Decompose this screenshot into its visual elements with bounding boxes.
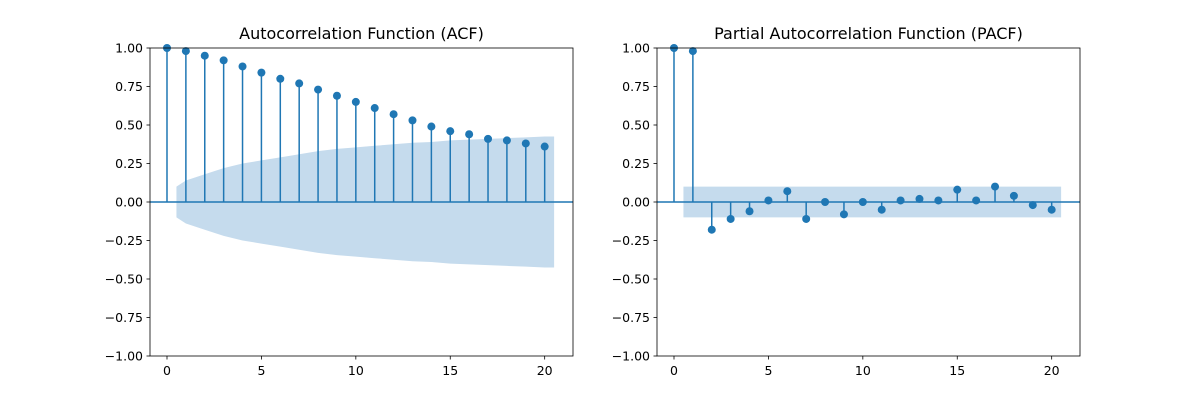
acf-ytick-label: −0.50 (105, 272, 143, 287)
pacf-title: Partial Autocorrelation Function (PACF) (714, 24, 1023, 43)
acf-ytick-label: −0.75 (105, 310, 143, 325)
acf-marker-lag-8 (314, 85, 323, 94)
pacf-ytick-label: 0.75 (622, 79, 650, 94)
pacf-marker-lag-17 (991, 182, 1000, 191)
pacf-ytick-label: −0.75 (612, 310, 650, 325)
pacf-ytick-label: 0.00 (622, 195, 650, 210)
acf-marker-lag-13 (408, 116, 417, 125)
acf-marker-lag-19 (521, 139, 530, 148)
acf-marker-lag-4 (238, 62, 247, 71)
pacf-marker-lag-8 (821, 198, 830, 206)
acf-marker-lag-2 (200, 51, 209, 60)
pacf-marker-lag-20 (1047, 205, 1056, 214)
pacf-xtick-label: 0 (670, 363, 678, 378)
acf-y-axis: 1.00 0.75 0.50 0.25 0.00 −0.25 −0.50 −0.75 −1.00 (105, 41, 150, 364)
acf-marker-lag-18 (502, 136, 511, 145)
pacf-marker-lag-12 (896, 196, 905, 205)
pacf-stems (669, 44, 1056, 234)
acf-ytick-label: 0.00 (115, 195, 143, 210)
pacf-marker-lag-5 (764, 196, 773, 205)
pacf-marker-lag-3 (726, 214, 735, 223)
acf-marker-lag-11 (370, 104, 379, 113)
acf-marker-lag-5 (257, 68, 266, 77)
acf-xtick-label: 15 (442, 363, 458, 378)
pacf-marker-lag-11 (877, 205, 886, 214)
pacf-ytick-label: −1.00 (612, 349, 650, 364)
pacf-y-axis: 1.00 0.75 0.50 0.25 0.00 −0.25 −0.50 −0.75 −1.00 (612, 41, 657, 364)
pacf-marker-lag-2 (707, 225, 716, 234)
acf-marker-lag-3 (219, 56, 228, 65)
pacf-marker-lag-1 (688, 47, 697, 56)
pacf-marker-lag-14 (934, 196, 943, 205)
pacf-marker-lag-19 (1028, 201, 1037, 210)
acf-marker-lag-20 (540, 142, 549, 151)
acf-ytick-label: 0.50 (115, 118, 143, 133)
acf-marker-lag-16 (465, 130, 474, 139)
pacf-marker-lag-15 (953, 185, 962, 194)
pacf-ytick-label: 1.00 (622, 41, 650, 56)
pacf-xtick-label: 20 (1044, 363, 1060, 378)
acf-marker-lag-14 (427, 122, 436, 131)
acf-ytick-label: −1.00 (105, 349, 143, 364)
acf-xtick-label: 5 (257, 363, 265, 378)
acf-ytick-label: 0.75 (115, 79, 143, 94)
acf-marker-lag-10 (351, 97, 360, 106)
pacf-xtick-label: 15 (949, 363, 965, 378)
pacf-ytick-label: 0.25 (622, 156, 650, 171)
acf-marker-lag-7 (295, 79, 304, 88)
acf-x-axis: 0 5 10 15 20 (163, 356, 553, 378)
pacf-x-axis: 0 5 10 15 20 (670, 356, 1060, 378)
pacf-ytick-label: −0.25 (612, 233, 650, 248)
acf-xtick-label: 10 (348, 363, 364, 378)
pacf-marker-lag-7 (802, 214, 811, 223)
acf-marker-lag-15 (446, 127, 455, 136)
acf-marker-lag-17 (484, 134, 493, 143)
pacf-ytick-label: −0.50 (612, 272, 650, 287)
acf-xtick-label: 0 (163, 363, 171, 378)
acf-marker-lag-12 (389, 110, 398, 119)
pacf-marker-lag-6 (783, 187, 792, 196)
pacf-marker-lag-9 (839, 210, 848, 219)
pacf-xtick-label: 10 (855, 363, 871, 378)
pacf-marker-lag-18 (1009, 191, 1018, 200)
acf-plot: Autocorrelation Function (ACF) 0 5 10 15 20 … (105, 24, 574, 378)
pacf-plot: Partial Autocorrelation Function (PACF) … (612, 24, 1081, 378)
acf-marker-lag-6 (276, 74, 285, 83)
acf-stems (162, 44, 549, 202)
pacf-marker-lag-16 (972, 196, 981, 205)
acf-marker-lag-1 (181, 47, 190, 56)
acf-title: Autocorrelation Function (ACF) (239, 24, 484, 43)
pacf-xtick-label: 5 (764, 363, 772, 378)
pacf-marker-lag-13 (915, 194, 924, 203)
pacf-marker-lag-10 (858, 198, 867, 206)
acf-ytick-label: 1.00 (115, 41, 143, 56)
acf-ytick-label: 0.25 (115, 156, 143, 171)
acf-xtick-label: 20 (537, 363, 553, 378)
acf-ytick-label: −0.25 (105, 233, 143, 248)
pacf-marker-lag-4 (745, 207, 754, 216)
pacf-ytick-label: 0.50 (622, 118, 650, 133)
acf-marker-lag-9 (332, 91, 341, 100)
